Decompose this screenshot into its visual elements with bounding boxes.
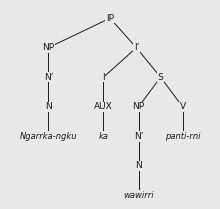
Text: V: V: [180, 102, 186, 111]
Text: N: N: [45, 102, 52, 111]
Text: ka: ka: [98, 132, 108, 141]
Text: N: N: [135, 161, 142, 170]
Text: I’: I’: [134, 43, 139, 52]
Text: panti-rni: panti-rni: [165, 132, 200, 141]
Text: I: I: [102, 73, 105, 82]
Text: Ngarrka-ngku: Ngarrka-ngku: [20, 132, 77, 141]
Text: AUX: AUX: [94, 102, 113, 111]
Text: N’: N’: [44, 73, 53, 82]
Text: NP: NP: [42, 43, 55, 52]
Text: NP: NP: [132, 102, 145, 111]
Text: IP: IP: [106, 14, 114, 23]
Text: wawirri: wawirri: [123, 191, 154, 200]
Text: N’: N’: [134, 132, 143, 141]
Text: S: S: [158, 73, 163, 82]
